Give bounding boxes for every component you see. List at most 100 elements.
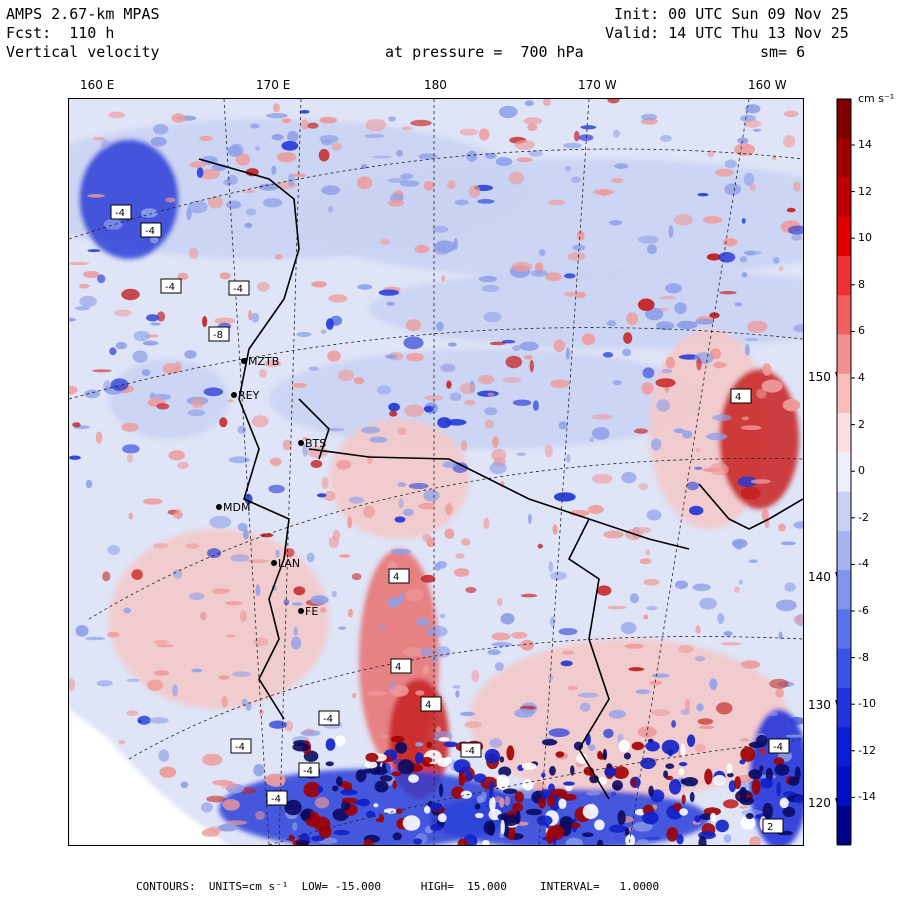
field-cell: [740, 486, 761, 500]
pressure-level: at pressure = 700 hPa: [385, 43, 584, 61]
field-cell: [489, 341, 506, 346]
field-cell: [696, 358, 702, 371]
field-cell: [743, 119, 762, 128]
colorbar-swatch: [837, 530, 851, 571]
field-cell: [340, 789, 358, 796]
field-cell: [325, 318, 334, 330]
field-cell: [374, 780, 389, 793]
colorbar-swatch: [837, 99, 851, 139]
field-cell: [284, 548, 295, 558]
field-cell: [363, 505, 375, 519]
field-cell: [695, 447, 701, 453]
field-cell: [447, 180, 456, 189]
contour-label-box: [140, 222, 162, 238]
field-cell: [642, 811, 659, 825]
field-cell: [482, 840, 490, 845]
field-cell: [189, 161, 206, 168]
field-cell: [423, 181, 435, 191]
field-cell: [378, 814, 385, 823]
field-cell: [397, 482, 407, 487]
field-cell: [478, 275, 497, 283]
field-cell: [592, 189, 615, 195]
contour-label: -4: [145, 226, 155, 237]
field-cell: [146, 314, 159, 322]
field-cell: [92, 369, 112, 373]
field-cell: [331, 590, 337, 598]
field-cell: [539, 249, 546, 257]
field-cell: [697, 718, 714, 725]
field-cell: [651, 673, 670, 678]
field-cell: [392, 780, 397, 789]
field-cell: [459, 382, 476, 395]
graticule-line: [128, 636, 803, 760]
field-cell: [761, 379, 783, 393]
field-cell: [408, 482, 429, 490]
field-cell: [446, 419, 467, 426]
contour-label: -8: [213, 330, 223, 341]
contour-label-box: [110, 204, 132, 220]
field-cell: [631, 741, 644, 751]
field-cell: [613, 129, 620, 138]
field-cell: [774, 763, 790, 776]
field-cell: [565, 784, 573, 792]
field-cell: [529, 359, 534, 373]
field-cell: [588, 744, 596, 751]
field-cell: [388, 402, 400, 412]
field-cell: [372, 155, 392, 159]
field-cell: [628, 667, 645, 672]
field-cell: [426, 537, 436, 548]
field-cell: [440, 363, 456, 373]
field-cell: [288, 834, 295, 842]
colorbar-tick-label: -6: [858, 604, 869, 617]
field-cell: [506, 745, 515, 761]
field-cell: [523, 117, 543, 125]
lon-label-160e: 160 E: [80, 78, 115, 92]
field-cell: [740, 738, 750, 742]
field-cell: [741, 218, 746, 224]
field-cell: [607, 605, 627, 610]
graticule-line: [223, 99, 270, 845]
contour-label-box: [318, 710, 340, 726]
field-cell: [455, 690, 460, 698]
field-cell: [126, 710, 139, 716]
field-region: [469, 639, 789, 799]
field-cell: [432, 225, 449, 233]
field-cell: [524, 100, 534, 107]
field-cell: [244, 222, 253, 228]
field-cell: [762, 363, 772, 376]
field-cell: [521, 762, 537, 770]
field-cell: [403, 647, 424, 657]
field-cell: [516, 157, 533, 163]
field-cell: [147, 679, 164, 691]
field-cell: [505, 355, 523, 369]
field-cell: [744, 344, 750, 356]
contour-label-box: [298, 762, 320, 778]
field-cell: [180, 781, 189, 789]
field-cell: [761, 509, 769, 521]
field-cell: [474, 812, 484, 819]
field-cell: [489, 461, 507, 475]
colorbar-units: cm s⁻¹: [858, 92, 895, 105]
field-cell: [142, 498, 163, 505]
field-cell: [656, 321, 675, 331]
colorbar-swatch: [837, 413, 851, 453]
field-cell: [489, 738, 503, 748]
field-cell: [406, 352, 424, 362]
field-cell: [434, 646, 451, 658]
graticule-line: [278, 99, 302, 845]
field-cell: [660, 134, 672, 142]
field-cell: [762, 802, 773, 819]
field-cell: [420, 756, 433, 764]
field-cell: [645, 836, 661, 840]
field-cell: [69, 317, 77, 322]
field-cell: [712, 414, 732, 422]
contour-label: 4: [425, 700, 431, 711]
field-cell: [694, 743, 706, 753]
field-cell: [645, 741, 660, 752]
field-cell: [648, 785, 654, 797]
field-cell: [177, 272, 189, 281]
field-cell: [253, 764, 265, 777]
field-cell: [737, 137, 749, 144]
field-cell: [779, 797, 789, 809]
field-cell: [609, 219, 623, 226]
